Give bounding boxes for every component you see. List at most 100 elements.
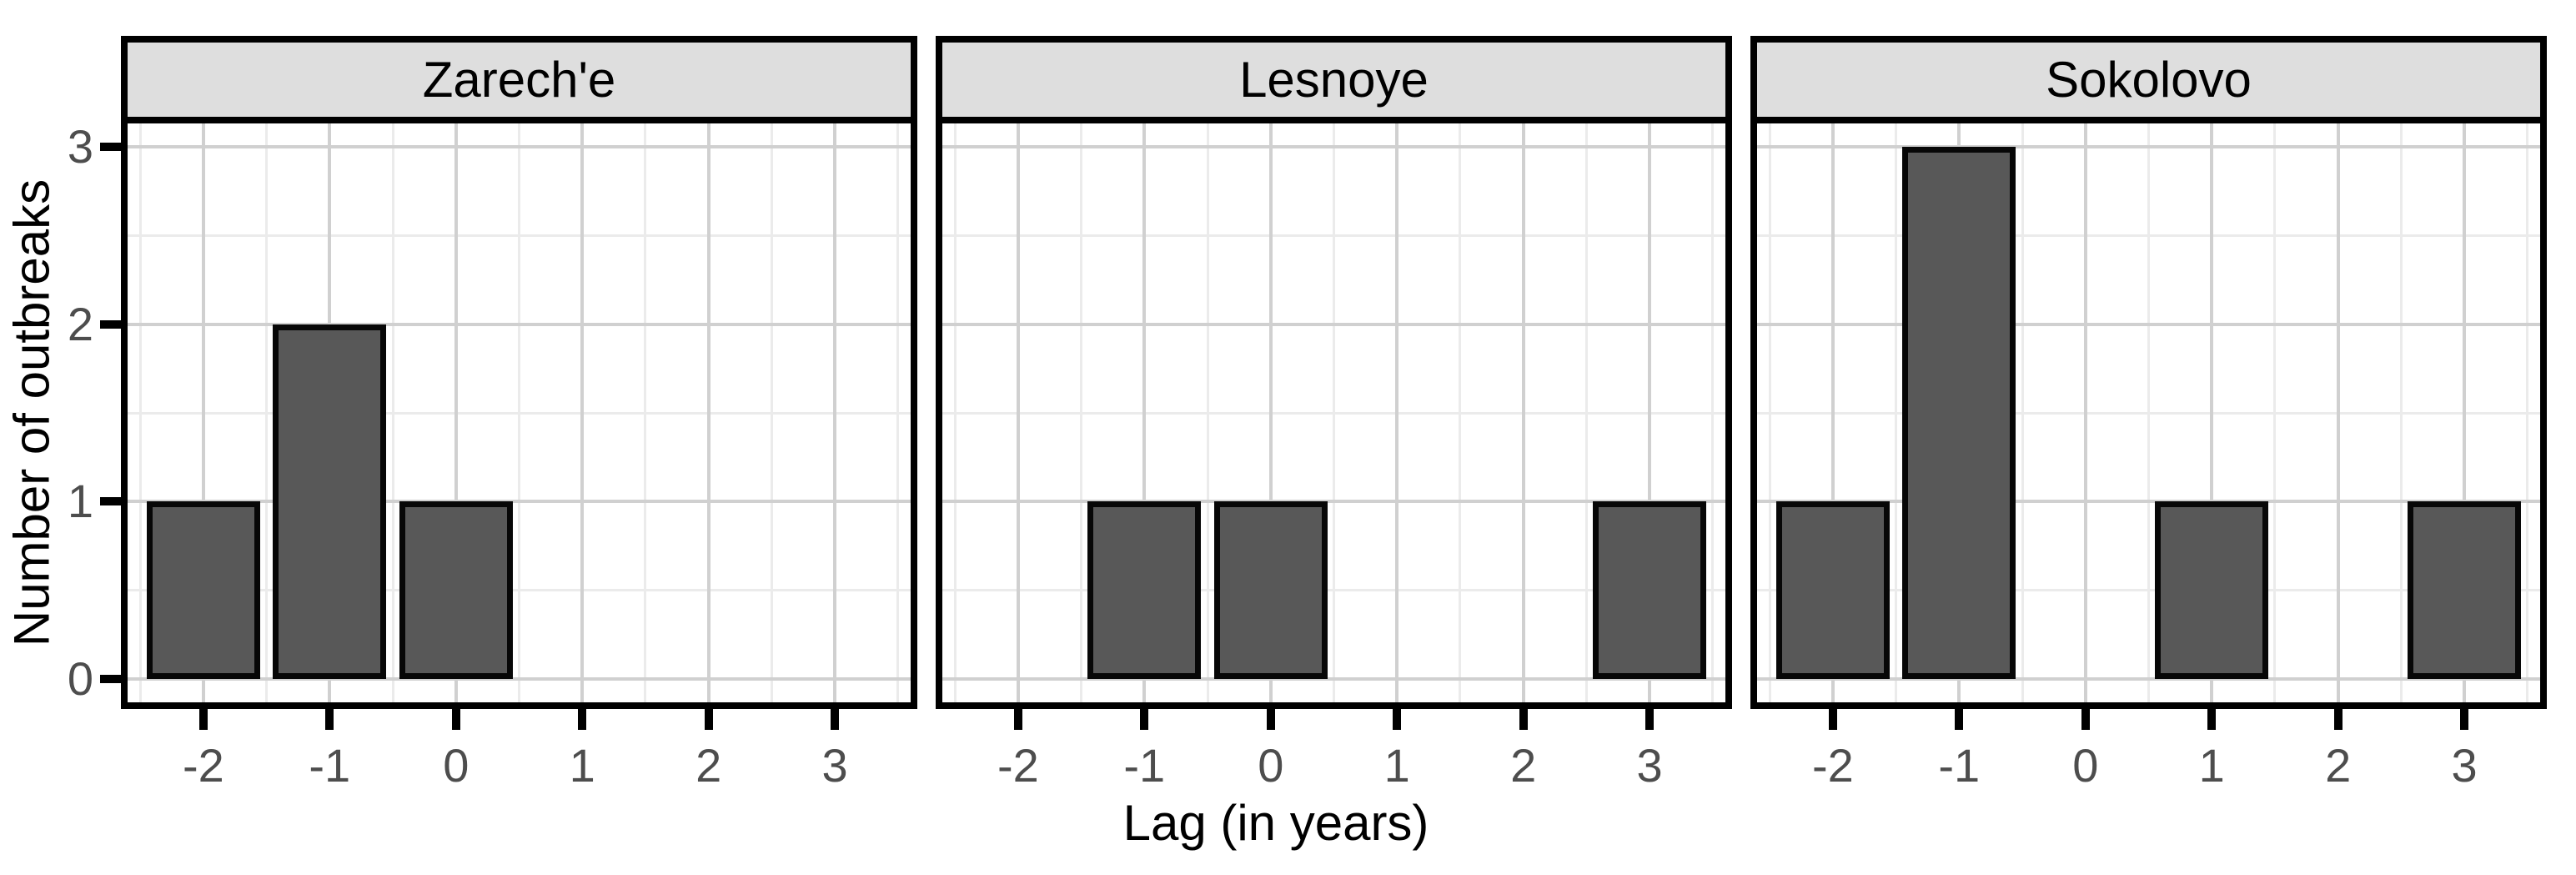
gridline-major-horizontal: [128, 500, 911, 504]
x-axis-tick-label: 2: [2325, 739, 2352, 792]
bar: [1087, 501, 1202, 680]
bar: [1213, 501, 1328, 680]
x-axis-tick-label: 2: [1510, 739, 1537, 792]
x-axis-tick-label: 0: [1258, 739, 1284, 792]
gridline-major-vertical: [706, 123, 711, 702]
gridline-minor-horizontal: [942, 589, 1725, 592]
x-axis-tick: [704, 709, 713, 730]
y-axis-tick-label: 1: [67, 475, 93, 528]
gridline-major-horizontal: [128, 322, 911, 326]
gridline-major-horizontal: [128, 144, 911, 148]
x-axis-tick: [1519, 709, 1528, 730]
x-axis-tick: [1266, 709, 1275, 730]
x-axis-tick: [1140, 709, 1149, 730]
panel-plot-area: [942, 123, 1725, 702]
gridline-minor-horizontal: [128, 234, 911, 237]
gridline-major-vertical: [1395, 123, 1399, 702]
gridline-major-vertical: [580, 123, 585, 702]
bar: [146, 501, 260, 680]
facet-3: Sokolovo: [1750, 36, 2547, 709]
x-axis-tick: [325, 709, 334, 730]
x-axis-tick-label: -1: [1123, 739, 1166, 792]
x-axis-tick: [1955, 709, 1964, 730]
x-axis-tick-label: 1: [2198, 739, 2225, 792]
gridline-major-vertical: [1830, 123, 1835, 702]
panel-plot-area: [128, 123, 911, 702]
gridline-minor-horizontal: [1757, 411, 2540, 415]
x-axis-tick: [1645, 709, 1655, 730]
gridline-minor-horizontal: [128, 411, 911, 415]
gridline-major-horizontal: [128, 677, 911, 681]
gridline-major-vertical: [833, 123, 837, 702]
x-axis-tick-label: -2: [1811, 739, 1854, 792]
facet-1: Zarech'e: [121, 36, 917, 709]
bar: [2407, 501, 2522, 680]
gridline-major-horizontal: [942, 677, 1725, 681]
gridline-minor-horizontal: [1757, 234, 2540, 237]
facet-strip: Zarech'e: [128, 43, 911, 123]
x-axis-tick: [831, 709, 840, 730]
y-axis-tick-label: 0: [67, 652, 93, 706]
x-axis-tick: [1828, 709, 1837, 730]
gridline-major-vertical: [454, 123, 458, 702]
gridline-major-vertical: [2210, 123, 2214, 702]
x-axis-tick-label: 0: [2072, 739, 2099, 792]
gridline-major-vertical: [201, 123, 205, 702]
y-axis-tick: [100, 497, 121, 506]
gridline-major-vertical: [1521, 123, 1525, 702]
facet-strip-label: Sokolovo: [2046, 51, 2252, 108]
gridline-major-horizontal: [942, 144, 1725, 148]
bar: [1902, 146, 2016, 680]
x-axis-tick: [2460, 709, 2469, 730]
gridline-major-vertical: [2463, 123, 2467, 702]
bar: [399, 501, 513, 680]
x-axis-tick-label: 1: [569, 739, 595, 792]
bar: [1775, 501, 1890, 680]
gridline-major-vertical: [2083, 123, 2087, 702]
gridline-major-vertical: [1016, 123, 1020, 702]
y-axis-tick-label: 3: [67, 119, 93, 173]
gridline-major-horizontal: [942, 500, 1725, 504]
gridline-major-horizontal: [1757, 677, 2540, 681]
y-axis-tick: [100, 319, 121, 329]
x-axis-tick: [1393, 709, 1402, 730]
x-axis-tick-label: 3: [2451, 739, 2478, 792]
x-axis-tick-label: -2: [182, 739, 224, 792]
gridline-major-horizontal: [942, 322, 1725, 326]
gridline-minor-horizontal: [942, 234, 1725, 237]
x-axis-tick-label: -2: [997, 739, 1039, 792]
x-axis-tick-label: 3: [821, 739, 848, 792]
y-axis-tick: [100, 142, 121, 151]
bar: [273, 324, 387, 680]
x-axis-tick: [451, 709, 460, 730]
x-axis-tick-label: -1: [1938, 739, 1981, 792]
x-axis-tick-label: 1: [1383, 739, 1410, 792]
y-axis-tick: [100, 675, 121, 684]
facet-strip: Sokolovo: [1757, 43, 2540, 123]
gridline-major-horizontal: [1757, 144, 2540, 148]
y-axis-title: Number of outbreaks: [3, 179, 60, 647]
x-axis-tick-label: 2: [695, 739, 722, 792]
x-axis-tick-label: 3: [1636, 739, 1663, 792]
gridline-major-vertical: [2336, 123, 2340, 702]
x-axis-tick: [1013, 709, 1022, 730]
panel-plot-area: [1757, 123, 2540, 702]
gridline-major-vertical: [1648, 123, 1652, 702]
x-axis-tick: [2207, 709, 2217, 730]
facet-strip: Lesnoye: [942, 43, 1725, 123]
facet-strip-label: Lesnoye: [1239, 51, 1429, 108]
bar: [2155, 501, 2269, 680]
gridline-major-horizontal: [1757, 500, 2540, 504]
x-axis-tick: [198, 709, 208, 730]
x-axis-tick: [2333, 709, 2343, 730]
facet-2: Lesnoye: [936, 36, 1732, 709]
gridline-minor-horizontal: [1757, 589, 2540, 592]
facet-strip-label: Zarech'e: [422, 51, 616, 108]
gridline-major-horizontal: [1757, 322, 2540, 326]
x-axis-title: Lag (in years): [1122, 795, 1429, 851]
x-axis-tick: [578, 709, 587, 730]
x-axis-tick-label: 0: [443, 739, 470, 792]
gridline-minor-horizontal: [942, 411, 1725, 415]
gridline-major-vertical: [1142, 123, 1147, 702]
